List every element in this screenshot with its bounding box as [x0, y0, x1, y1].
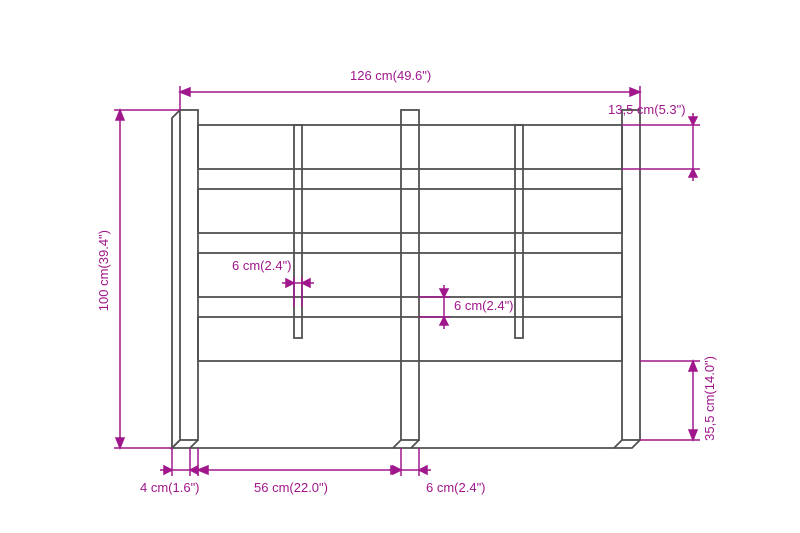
dim-width-top: 126 cm(49.6") [350, 68, 431, 83]
dim-mid-vert: 6 cm(2.4") [426, 480, 486, 495]
dim-gap-height: 6 cm(2.4") [454, 298, 514, 313]
dim-panel-width: 56 cm(22.0") [254, 480, 328, 495]
dim-bottom-gap: 35,5 cm(14.0") [702, 356, 717, 441]
dim-slat-height: 13,5 cm(5.3") [608, 102, 686, 117]
dim-height-left: 100 cm(39.4") [96, 230, 111, 311]
dim-depth: 4 cm(1.6") [140, 480, 200, 495]
dim-inner-vert: 6 cm(2.4") [232, 258, 292, 273]
